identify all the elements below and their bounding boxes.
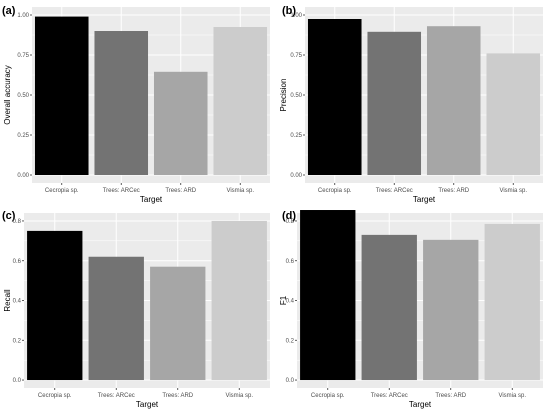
panel-label: (b): [282, 5, 296, 17]
bar: [213, 27, 268, 175]
chart-panel: (b) 0.00 0.25 0.50 0.75 1.00 Cecropia sp. Trees…: [279, 5, 543, 204]
bar: [150, 266, 206, 381]
y-tick-label: 0.75: [290, 53, 302, 59]
panel-label: (c): [2, 210, 16, 222]
y-tick-label: 0.4: [13, 299, 22, 305]
x-tick-label: Cecropia sp.: [45, 188, 79, 194]
y-tick-label: 0.75: [17, 53, 29, 59]
chart-panel: (c) 0.0 0.2 0.4 0.6 0.8 Cecropia sp. Trees: ARC…: [2, 210, 270, 409]
y-axis-title: Recall: [3, 289, 12, 311]
bar: [300, 210, 356, 381]
panel-label: (a): [2, 5, 16, 17]
bar: [34, 16, 89, 175]
x-tick-label: Trees: ARD: [162, 393, 193, 399]
y-tick-label: 0.6: [286, 259, 295, 265]
x-tick-label: Vismia sp.: [226, 188, 254, 194]
y-tick-label: 0.0: [286, 378, 295, 384]
x-tick-label: Trees: ARCec: [371, 393, 408, 399]
y-tick-label: 0.50: [290, 93, 302, 99]
bar: [211, 220, 267, 381]
y-tick-label: 0.4: [286, 299, 295, 305]
x-axis-title: Target: [136, 400, 159, 409]
x-axis-title: Target: [409, 400, 432, 409]
y-tick-label: 0.2: [13, 338, 22, 344]
y-tick-label: 1.00: [290, 13, 302, 19]
x-tick-label: Cecropia sp.: [318, 188, 352, 194]
x-tick-label: Cecropia sp.: [311, 393, 345, 399]
y-tick-label: 0.25: [17, 133, 29, 139]
y-tick-label: 0.6: [13, 259, 22, 265]
bar: [423, 239, 479, 381]
y-tick-label: 0.00: [17, 173, 29, 179]
bar: [426, 26, 481, 176]
x-tick-label: Trees: ARD: [438, 188, 469, 194]
chart-panel: (a) 0.00 0.25 0.50 0.75 1.00 Cecropia sp. Trees…: [2, 5, 270, 204]
x-tick-label: Trees: ARCec: [98, 393, 135, 399]
y-axis-title: Overall accuracy: [3, 65, 12, 125]
panel-label: (d): [282, 210, 296, 222]
bar: [361, 234, 417, 381]
bar: [484, 223, 540, 381]
bar: [27, 230, 83, 381]
x-tick-label: Vismia sp.: [498, 393, 526, 399]
bar: [88, 256, 144, 381]
y-tick-label: 0.00: [290, 173, 302, 179]
bar: [367, 31, 422, 175]
y-tick-label: 0.25: [290, 133, 302, 139]
x-tick-label: Cecropia sp.: [38, 393, 72, 399]
x-tick-label: Trees: ARCec: [103, 188, 140, 194]
x-tick-label: Trees: ARD: [435, 393, 466, 399]
bar: [486, 53, 541, 175]
x-axis-title: Target: [140, 195, 163, 204]
x-tick-label: Trees: ARCec: [376, 188, 413, 194]
x-tick-label: Vismia sp.: [225, 393, 253, 399]
y-tick-label: 0.8: [286, 219, 295, 225]
x-axis-title: Target: [413, 195, 436, 204]
y-axis-title: Precision: [279, 79, 288, 112]
y-tick-label: 0.50: [17, 93, 29, 99]
x-tick-label: Trees: ARD: [165, 188, 196, 194]
y-tick-label: 1.00: [17, 13, 29, 19]
y-tick-label: 0.2: [286, 338, 295, 344]
y-tick-label: 0.0: [13, 378, 22, 384]
x-tick-label: Vismia sp.: [499, 188, 527, 194]
chart-panel: (d) 0.0 0.2 0.4 0.6 0.8 Cecropia sp. Trees: ARC…: [279, 210, 543, 409]
bar: [307, 19, 362, 175]
y-tick-label: 0.8: [13, 219, 22, 225]
y-axis-title: F1: [279, 295, 288, 305]
bar: [94, 31, 149, 175]
bar: [153, 71, 208, 175]
